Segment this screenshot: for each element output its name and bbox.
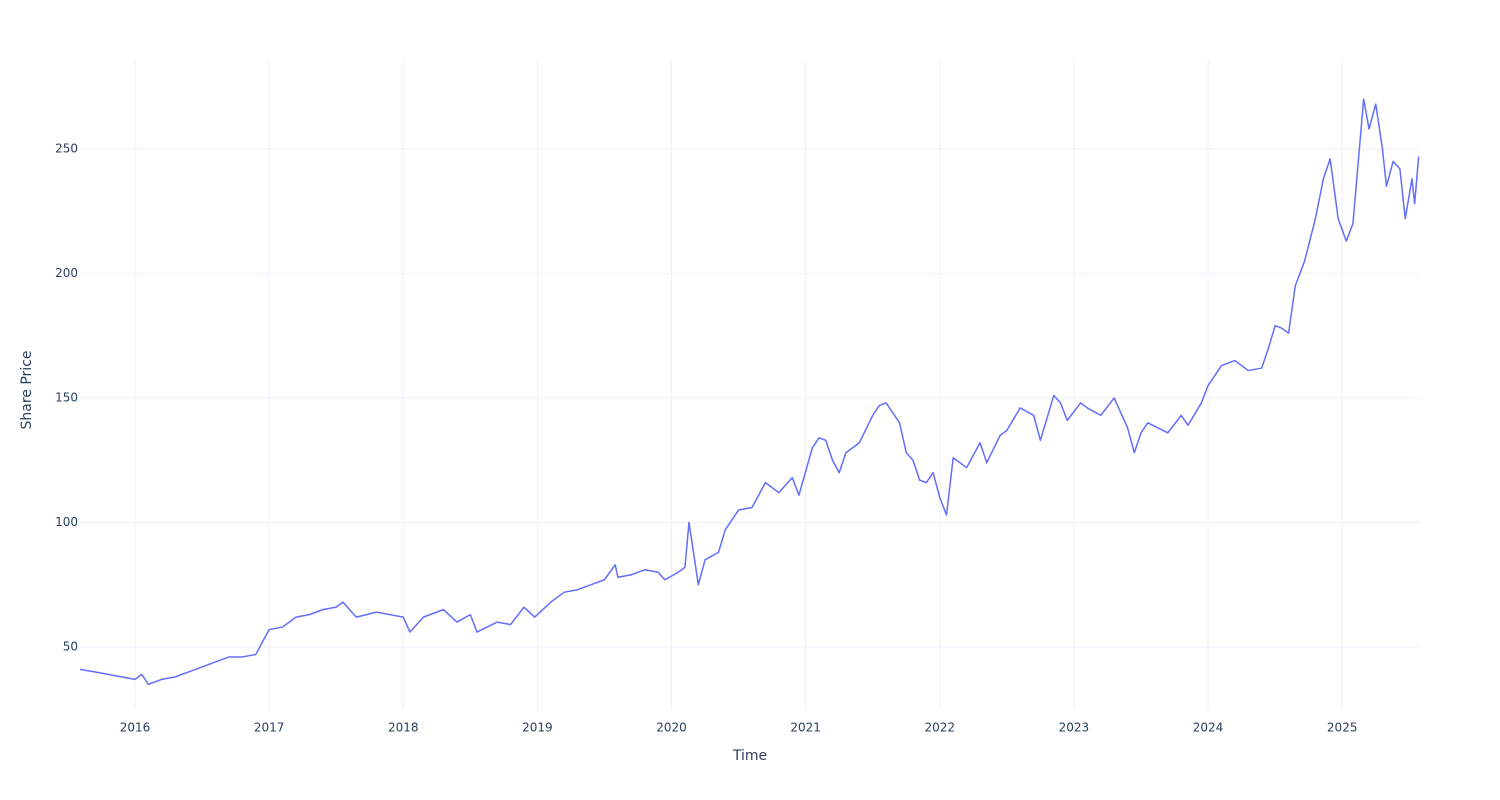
x-axis-title: Time (732, 748, 767, 764)
y-tick-label: 100 (55, 515, 78, 529)
x-tick-label: 2022 (925, 721, 956, 735)
x-tick-label: 2025 (1327, 721, 1358, 735)
x-tick-label: 2019 (522, 721, 553, 735)
y-tick-label: 250 (55, 141, 78, 155)
x-tick-label: 2024 (1193, 721, 1224, 735)
x-tick-label: 2017 (254, 721, 285, 735)
x-tick-label: 2021 (790, 721, 821, 735)
y-tick-label: 50 (63, 639, 78, 653)
x-tick-label: 2018 (388, 721, 419, 735)
y-axis-title: Share Price (19, 350, 35, 429)
y-tick-label: 200 (55, 266, 78, 280)
x-tick-label: 2020 (656, 721, 687, 735)
price-line (79, 98, 1420, 686)
x-tick-label: 2023 (1059, 721, 1090, 735)
y-tick-label: 150 (55, 390, 78, 404)
x-tick-label: 2016 (120, 721, 151, 735)
